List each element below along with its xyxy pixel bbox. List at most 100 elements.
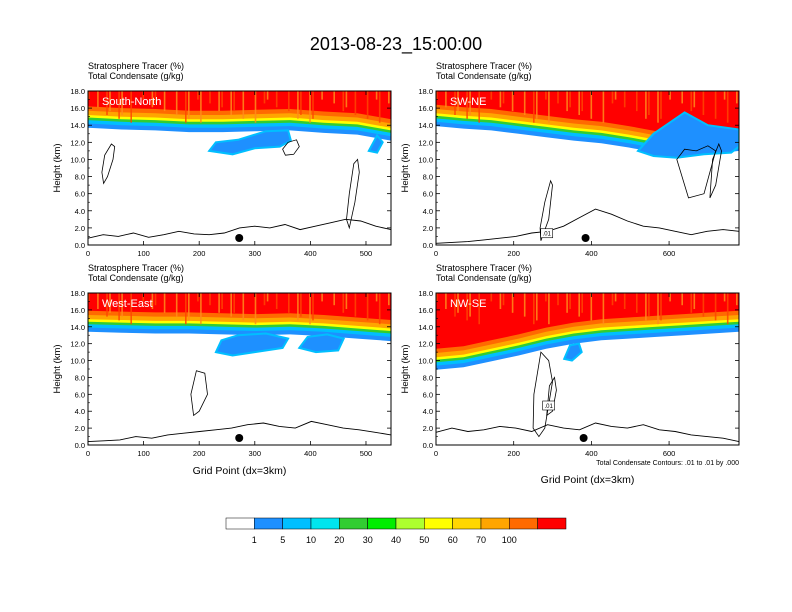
colorbar-swatch	[310, 517, 340, 530]
colorbar-swatch	[509, 517, 538, 530]
tracer-streak	[354, 91, 357, 115]
plot-area	[88, 91, 391, 245]
colorbar-label: 1	[252, 535, 257, 545]
tracer-streak	[309, 91, 311, 123]
tracer-streak	[723, 293, 726, 302]
tracer-streak	[657, 293, 659, 325]
x-tick-label: 400	[304, 449, 317, 458]
tracer-streak	[569, 293, 571, 309]
tracer-streak	[645, 91, 647, 119]
tracer-streak	[454, 91, 456, 115]
tracer-streak	[690, 91, 693, 112]
tracer-streak	[121, 293, 123, 317]
tracer-streak	[648, 293, 650, 317]
y-tick-label: 2.0	[423, 224, 433, 233]
tracer-streak	[297, 91, 299, 119]
x-tick-label: 500	[360, 449, 373, 458]
colorbar-label: 20	[334, 535, 344, 545]
tracer-streak	[523, 293, 526, 317]
y-tick-label: 14.0	[70, 121, 85, 130]
tracer-streak	[109, 91, 111, 112]
contour-label-box	[540, 228, 554, 239]
tracer-streak	[614, 293, 617, 302]
tracer-streak	[175, 293, 178, 317]
tracer-blob	[367, 133, 384, 154]
tracer-streak	[645, 293, 647, 321]
tracer-streak	[188, 293, 190, 321]
y-tick-label: 0.0	[423, 441, 433, 450]
tracer-streak	[536, 293, 538, 321]
tracer-streak	[723, 91, 726, 100]
y-axis-label: Height (km)	[400, 344, 411, 393]
tracer-streak	[511, 293, 514, 313]
tracer-streak	[175, 91, 178, 115]
tracer-streak	[693, 293, 696, 309]
condensate-contour	[532, 351, 553, 438]
y-tick-label: 14.0	[70, 323, 85, 332]
x-tick-label: 400	[585, 249, 598, 258]
tracer-streak	[581, 91, 583, 112]
tracer-streak	[333, 91, 335, 104]
condensate-contour	[539, 179, 553, 241]
y-tick-label: 8.0	[423, 173, 433, 182]
terrain-line	[88, 420, 391, 443]
y-tick-label: 6.0	[75, 390, 85, 399]
tracer-streak	[254, 91, 257, 123]
colorbar-label: 50	[419, 535, 429, 545]
y-tick-label: 0.0	[423, 241, 433, 250]
tracer-streak	[118, 91, 120, 119]
panel-header-condensate: Total Condensate (g/kg)	[436, 273, 532, 283]
condensate-contour	[101, 143, 116, 185]
tracer-streak	[533, 293, 535, 325]
panel-header-tracer: Stratosphere Tracer (%)	[436, 61, 532, 71]
y-tick-label: 6.0	[423, 390, 433, 399]
tracer-streak	[342, 91, 345, 112]
tracer-streak	[469, 91, 471, 115]
x-tick-label: 0	[434, 449, 438, 458]
panel-header-condensate: Total Condensate (g/kg)	[88, 273, 184, 283]
colorbar-label: 70	[476, 535, 486, 545]
tracer-streak	[263, 91, 266, 104]
location-marker	[581, 234, 590, 242]
tracer-streak	[188, 91, 190, 119]
tracer-streak	[499, 91, 502, 108]
tracer-streak	[602, 91, 605, 123]
condensate-contour	[190, 370, 208, 417]
tracer-streak	[200, 91, 202, 123]
condensate-contour	[546, 376, 557, 417]
tracer-streak	[266, 91, 269, 100]
x-tick-label: 600	[663, 249, 676, 258]
panel-south-north: South-North Stratosphere Tracer (%)Total …	[52, 61, 392, 258]
y-tick-label: 18.0	[418, 87, 433, 96]
tracer-streak	[702, 293, 705, 317]
plot-area	[436, 91, 739, 245]
tracer-streak	[312, 91, 314, 119]
tracer-streak	[121, 91, 123, 115]
tracer-streak	[221, 293, 223, 309]
tracer-blob	[562, 342, 583, 362]
y-tick-label: 10.0	[70, 155, 85, 164]
y-tick-label: 8.0	[75, 373, 85, 382]
condensate-contour	[676, 145, 717, 199]
tracer-streak	[581, 293, 583, 313]
tracer-streak	[693, 91, 696, 108]
plot-area	[436, 293, 739, 445]
y-tick-label: 18.0	[418, 289, 433, 298]
y-tick-label: 0.0	[75, 241, 85, 250]
tracer-band-6	[88, 91, 391, 120]
condensate-contour	[282, 139, 300, 156]
tracer-blob	[297, 333, 346, 354]
tracer-streak	[566, 91, 568, 112]
location-marker	[235, 434, 244, 442]
panel-west-east: West-East Stratosphere Tracer (%)Total Co…	[52, 263, 392, 477]
tracer-streak	[97, 293, 99, 309]
y-tick-label: 0.0	[75, 441, 85, 450]
contour-label: .01	[544, 404, 553, 410]
x-tick-label: 300	[249, 449, 262, 458]
tracer-band-6	[436, 293, 739, 349]
tracer-streak	[109, 293, 111, 313]
tracer-streak	[669, 293, 671, 302]
tracer-streak	[88, 91, 90, 100]
x-tick-label: 0	[86, 249, 90, 258]
x-tick-label: 200	[507, 449, 520, 458]
